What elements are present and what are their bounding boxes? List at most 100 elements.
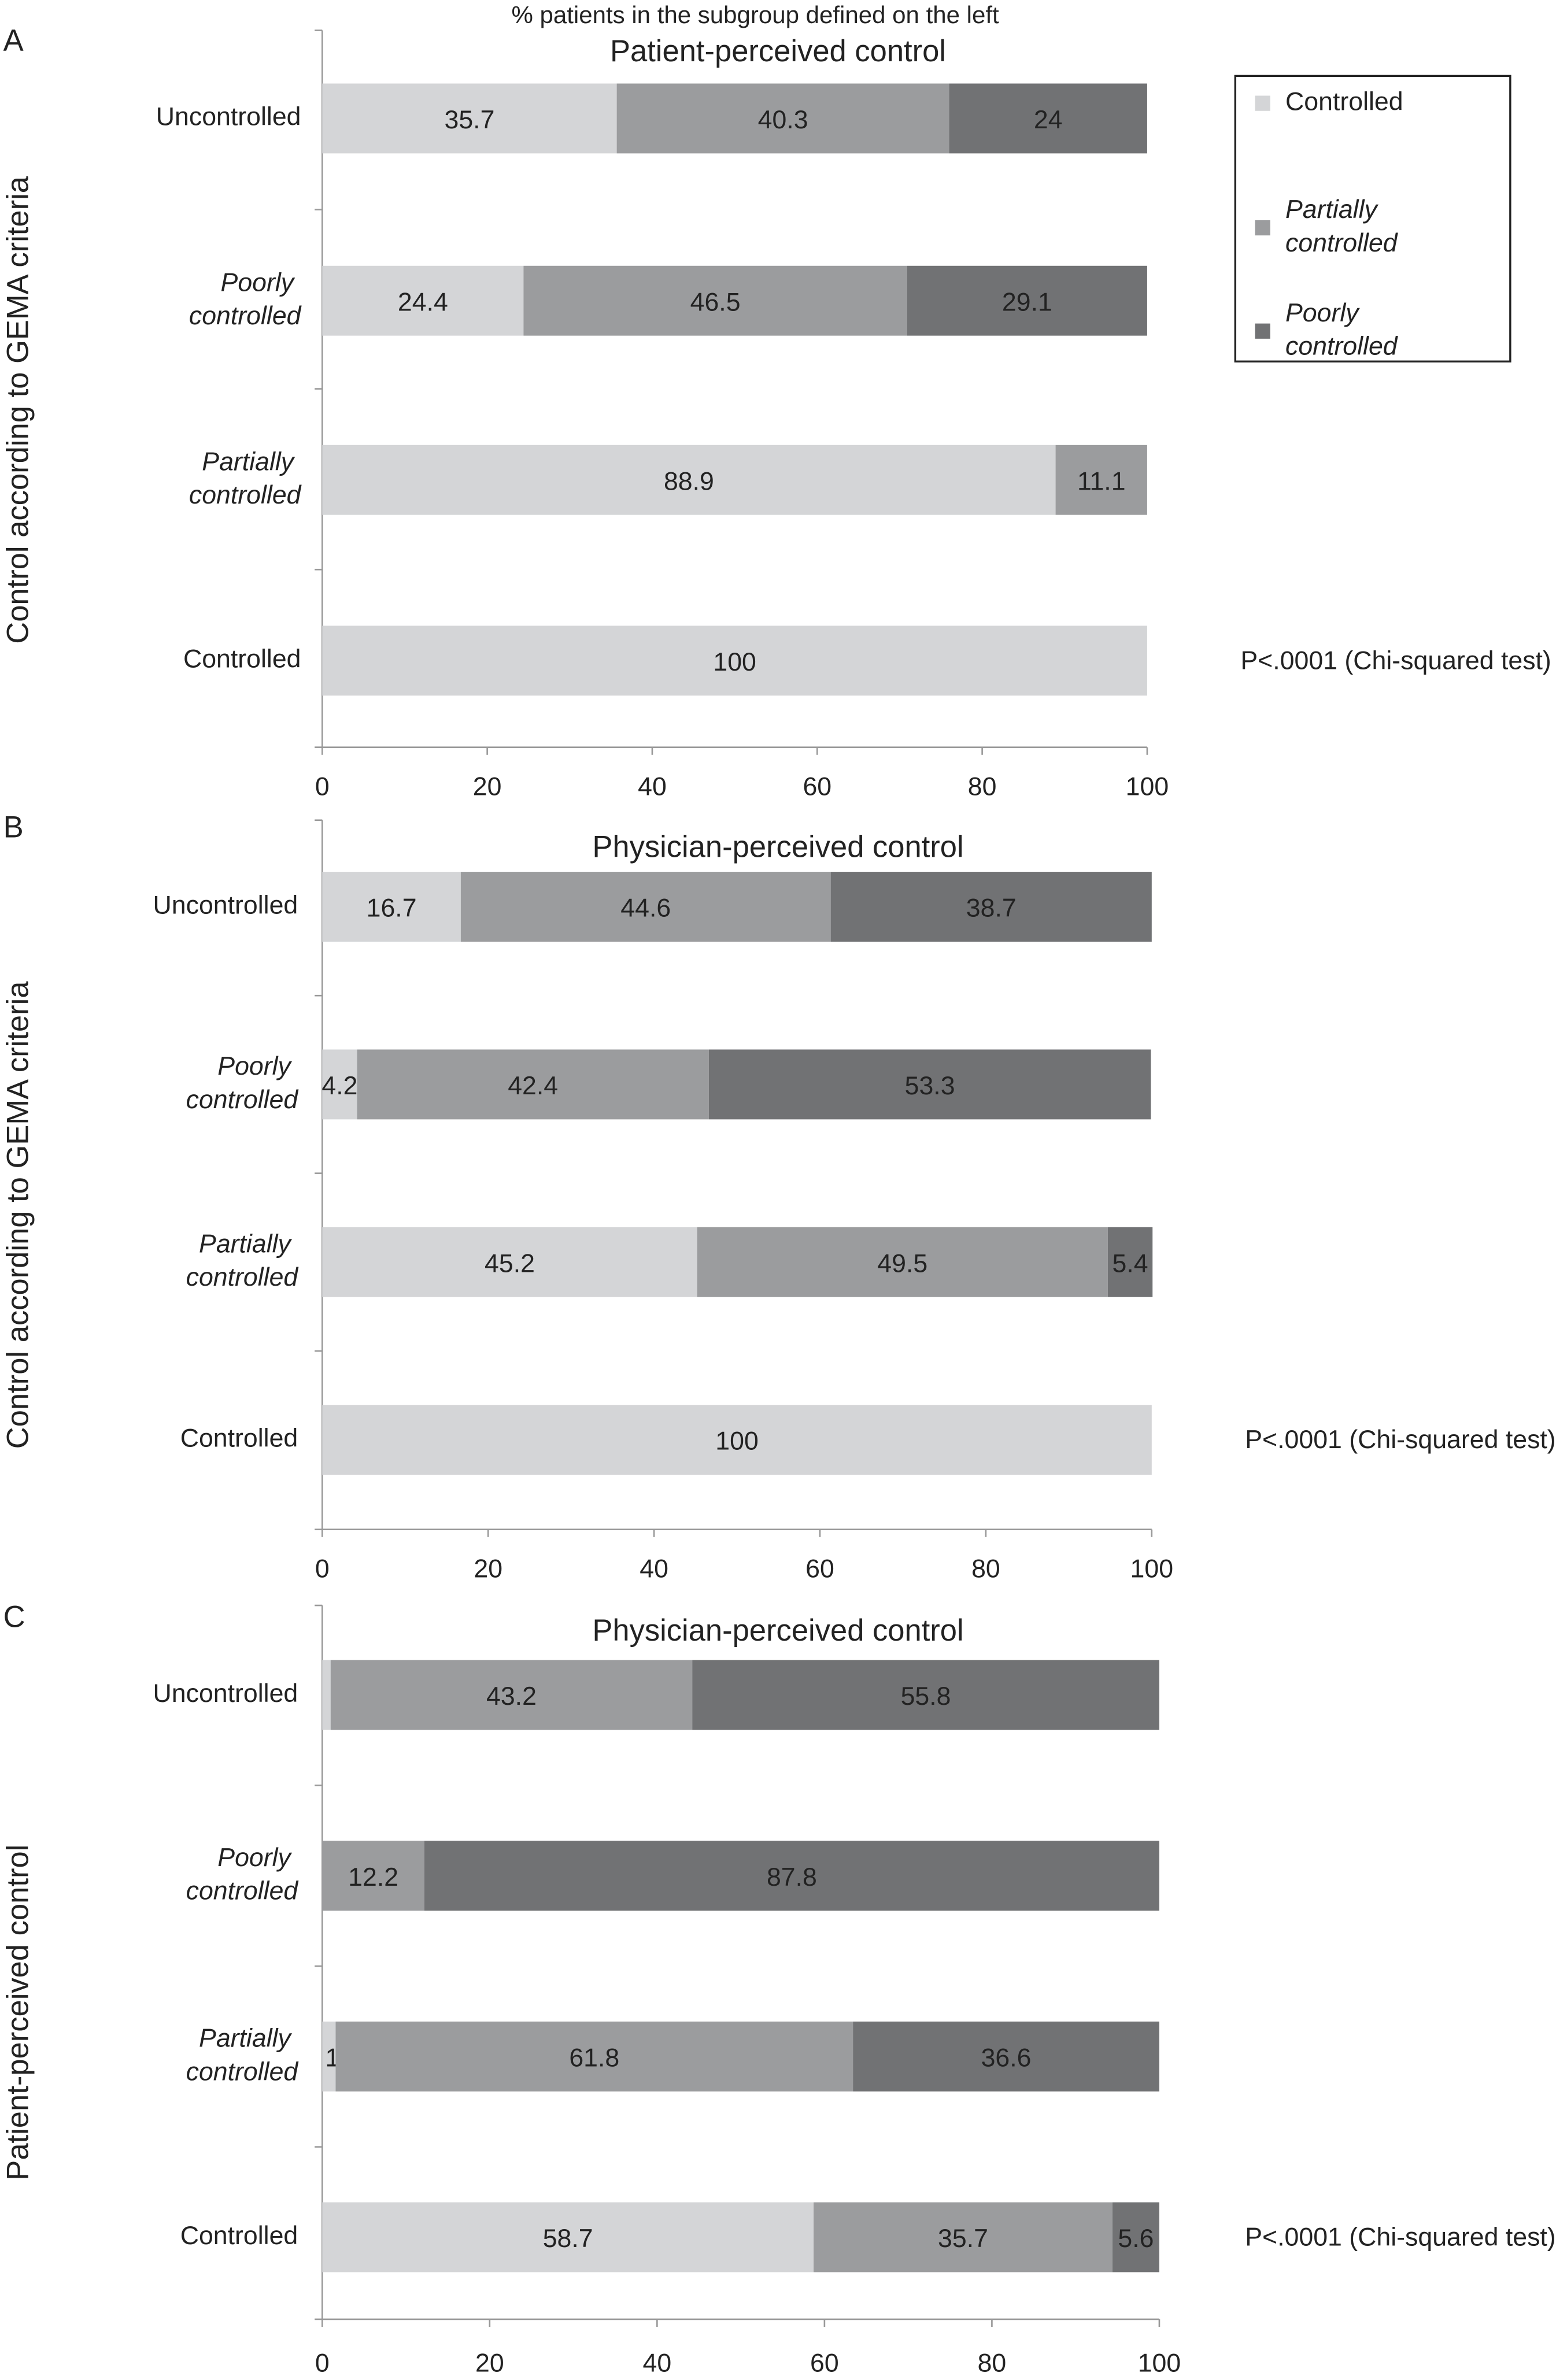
y-axis-label: Control according to GEMA criteria <box>1 176 35 644</box>
bar-segment <box>708 1049 1151 1120</box>
data-label: 88.9 <box>664 467 714 495</box>
panel-label: C <box>3 1600 25 1634</box>
y-axis-label: Control according to GEMA criteria <box>1 981 35 1449</box>
bar-segment <box>814 2202 1113 2272</box>
bar-segment <box>322 1227 697 1297</box>
category-label: Partially controlled <box>186 1230 300 1291</box>
data-label: 5.4 <box>1112 1249 1148 1278</box>
annotation: P<.0001 (Chi-squared test) <box>1245 2223 1555 2251</box>
bar-segment <box>1107 1227 1153 1297</box>
bar-segment <box>322 872 461 942</box>
category-label: Poorly controlled <box>186 1844 300 1905</box>
x-tick-label: 80 <box>978 2349 1007 2378</box>
bar-segment <box>322 265 524 336</box>
data-label: 36.6 <box>981 2044 1032 2072</box>
x-tick-label: 60 <box>810 2349 839 2378</box>
bar-segment <box>1055 445 1147 515</box>
category-label: Controlled <box>183 645 301 673</box>
x-tick-label: 80 <box>968 772 997 801</box>
bar-segment <box>330 1660 693 1730</box>
category-label: Poorly controlled <box>186 1052 300 1114</box>
legend-label: Controlled <box>1285 87 1403 116</box>
bar-segment <box>949 83 1147 154</box>
bar-segment <box>357 1049 709 1120</box>
x-tick-label: 0 <box>315 772 330 801</box>
legend-box <box>1234 75 1511 363</box>
panel-label: A <box>3 23 24 57</box>
data-label: 55.8 <box>901 1682 951 1711</box>
data-label: 100 <box>715 1427 759 1456</box>
header: % patients in the subgroup defined on th… <box>511 1 999 28</box>
data-label: 61.8 <box>569 2044 619 2072</box>
x-tick-label: 100 <box>1130 1554 1174 1583</box>
annotation: P<.0001 (Chi-squared test) <box>1240 646 1551 675</box>
category-label: Poorly controlled <box>189 268 302 330</box>
bar-segment <box>424 1841 1159 1911</box>
bar-segment <box>853 2021 1159 2092</box>
bar-segment <box>616 83 949 154</box>
category-label: Uncontrolled <box>156 103 301 131</box>
legend-swatch <box>1255 220 1270 236</box>
bar-segment <box>322 83 617 154</box>
category-label: Controlled <box>180 1424 298 1452</box>
bar-segment <box>830 872 1152 942</box>
data-label: 53.3 <box>905 1072 955 1100</box>
bar-segment <box>322 445 1056 515</box>
x-tick-label: 60 <box>803 772 831 801</box>
data-label: 42.4 <box>508 1072 558 1100</box>
x-tick-label: 80 <box>971 1554 1000 1583</box>
annotation: P<.0001 (Chi-squared test) <box>1245 1426 1555 1454</box>
x-tick-label: 60 <box>805 1554 834 1583</box>
y-axis-label: Patient-perceived control <box>1 1845 35 2181</box>
category-label: Partially controlled <box>189 447 302 509</box>
legend-swatch <box>1255 323 1270 339</box>
bar-segment <box>907 265 1147 336</box>
data-label: 100 <box>713 648 756 676</box>
bar-segment <box>322 1049 357 1120</box>
data-label: 16.7 <box>367 894 417 923</box>
x-tick-label: 20 <box>473 772 502 801</box>
x-tick-label: 40 <box>643 2349 672 2378</box>
category-label: Uncontrolled <box>153 891 298 919</box>
legend-label: Poorly controlled <box>1285 299 1399 361</box>
data-label: 24 <box>1034 106 1063 134</box>
x-tick-label: 100 <box>1138 2349 1181 2378</box>
category-label: Controlled <box>180 2222 298 2250</box>
bar-segment <box>460 872 831 942</box>
data-label: 87.8 <box>767 1863 817 1892</box>
data-label: 45.2 <box>485 1249 535 1278</box>
data-label: 24.4 <box>398 288 448 316</box>
legend-label: Partially controlled <box>1285 195 1399 257</box>
bar-segment <box>335 2021 853 2092</box>
chart-title: Physician-perceived control <box>592 830 963 864</box>
x-tick-label: 40 <box>638 772 667 801</box>
chart-title: Patient-perceived control <box>610 34 946 68</box>
x-tick-label: 100 <box>1126 772 1169 801</box>
data-label: 40.3 <box>758 106 808 134</box>
x-tick-label: 20 <box>475 2349 504 2378</box>
x-tick-label: 0 <box>315 1554 330 1583</box>
bar-segment <box>322 1660 331 1730</box>
data-label: 35.7 <box>444 106 494 134</box>
bar-segment <box>322 1841 424 1911</box>
data-label: 46.5 <box>690 288 741 316</box>
chart-title: Physician-perceived control <box>592 1613 963 1648</box>
data-label: 29.1 <box>1002 288 1052 316</box>
bar-segment <box>697 1227 1108 1297</box>
bar-segment <box>322 2202 814 2272</box>
x-tick-label: 0 <box>315 2349 330 2378</box>
x-tick-label: 40 <box>640 1554 668 1583</box>
bar-segment <box>1112 2202 1159 2272</box>
data-label: 58.7 <box>543 2224 593 2253</box>
legend-swatch <box>1255 95 1270 111</box>
data-label: 38.7 <box>966 894 1017 923</box>
data-label: 43.2 <box>486 1682 537 1711</box>
category-label: Uncontrolled <box>153 1679 298 1708</box>
bar-segment <box>322 1405 1152 1475</box>
data-label: 44.6 <box>620 894 671 923</box>
data-label: 5.6 <box>1118 2224 1154 2253</box>
panel-label: B <box>3 810 24 844</box>
bar-segment <box>692 1660 1159 1730</box>
data-label: 11.1 <box>1077 467 1126 495</box>
